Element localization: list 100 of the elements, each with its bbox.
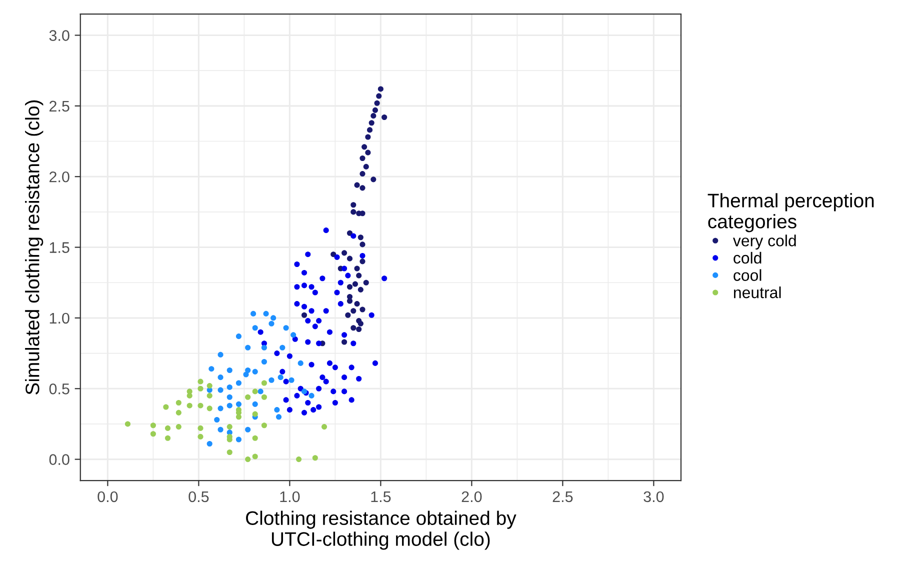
y-tick-label: 2.5 <box>50 100 70 112</box>
point <box>163 404 169 410</box>
x-tick-label: 3.0 <box>644 491 664 502</box>
point <box>218 406 224 412</box>
point <box>360 306 366 312</box>
point <box>280 344 286 350</box>
point <box>198 378 204 384</box>
point <box>252 454 258 460</box>
point <box>245 344 251 350</box>
point <box>263 310 269 316</box>
point <box>321 424 328 430</box>
point <box>226 402 232 408</box>
point <box>252 388 258 394</box>
point <box>354 266 360 272</box>
point <box>301 312 308 318</box>
point <box>208 366 214 372</box>
point <box>236 334 242 340</box>
point <box>382 114 388 120</box>
point <box>354 301 360 307</box>
point <box>258 388 264 394</box>
point <box>261 358 267 365</box>
y-tick-label: 0.0 <box>49 454 70 465</box>
point <box>366 127 373 133</box>
x-tick-label: 2.0 <box>462 491 482 502</box>
legend-label: cold <box>734 252 762 264</box>
point <box>346 284 353 290</box>
point <box>346 298 353 304</box>
point <box>342 250 348 256</box>
point <box>290 332 296 338</box>
point <box>352 281 358 287</box>
point <box>378 86 384 92</box>
point <box>374 100 380 106</box>
point <box>350 202 356 208</box>
point <box>358 320 364 326</box>
point <box>198 402 204 408</box>
point <box>245 367 251 374</box>
point <box>176 424 182 430</box>
x-tick-label: 0.5 <box>188 491 209 502</box>
point <box>214 416 220 423</box>
point <box>363 164 369 170</box>
point <box>164 425 171 431</box>
point <box>245 426 251 432</box>
point <box>261 380 267 386</box>
point <box>362 144 368 150</box>
point <box>358 286 364 292</box>
point <box>360 171 366 177</box>
point <box>278 374 284 380</box>
point <box>350 308 356 314</box>
point <box>150 431 156 437</box>
point <box>226 367 232 374</box>
y-axis-title: Simulated clothing resistance (clo) <box>25 100 44 394</box>
point <box>261 394 267 400</box>
point <box>218 352 224 358</box>
point <box>206 383 212 389</box>
x-tick-label: 2.5 <box>552 491 573 502</box>
point <box>360 242 366 248</box>
point <box>350 325 356 331</box>
point <box>243 372 249 378</box>
x-axis-title: Clothing resistance obtained by UTCI-clothing model (clo) <box>246 510 516 550</box>
point <box>268 320 274 326</box>
point <box>252 325 258 331</box>
point <box>283 325 289 331</box>
point <box>176 400 182 406</box>
x-tick-label: 1.5 <box>371 491 391 502</box>
point <box>218 426 224 432</box>
point <box>360 258 366 264</box>
point <box>261 422 267 428</box>
point <box>198 386 204 392</box>
point <box>356 272 362 278</box>
point <box>226 424 232 430</box>
point <box>358 234 364 240</box>
y-tick-label: 1.5 <box>50 242 70 253</box>
point <box>330 252 336 258</box>
legend-label: cool <box>734 269 762 281</box>
point <box>342 339 348 345</box>
point <box>346 256 353 262</box>
point <box>368 120 374 126</box>
point <box>261 344 267 350</box>
point <box>370 113 376 119</box>
point <box>370 176 376 182</box>
point <box>356 326 362 332</box>
point <box>226 394 232 400</box>
point <box>226 449 232 456</box>
legend-label: very cold <box>732 234 796 250</box>
point <box>298 360 304 366</box>
point <box>218 374 224 380</box>
point <box>363 280 369 286</box>
point <box>268 377 274 383</box>
point <box>252 401 258 407</box>
point <box>164 435 171 441</box>
point <box>186 402 192 408</box>
point <box>312 455 318 461</box>
legend-title: Thermal perception categories <box>708 193 874 232</box>
y-tick-label: 2.0 <box>50 171 70 182</box>
y-tick-label: 0.5 <box>49 384 70 394</box>
point <box>236 401 242 407</box>
point <box>372 107 378 113</box>
point <box>226 384 232 390</box>
point <box>274 407 280 413</box>
point <box>236 436 242 442</box>
